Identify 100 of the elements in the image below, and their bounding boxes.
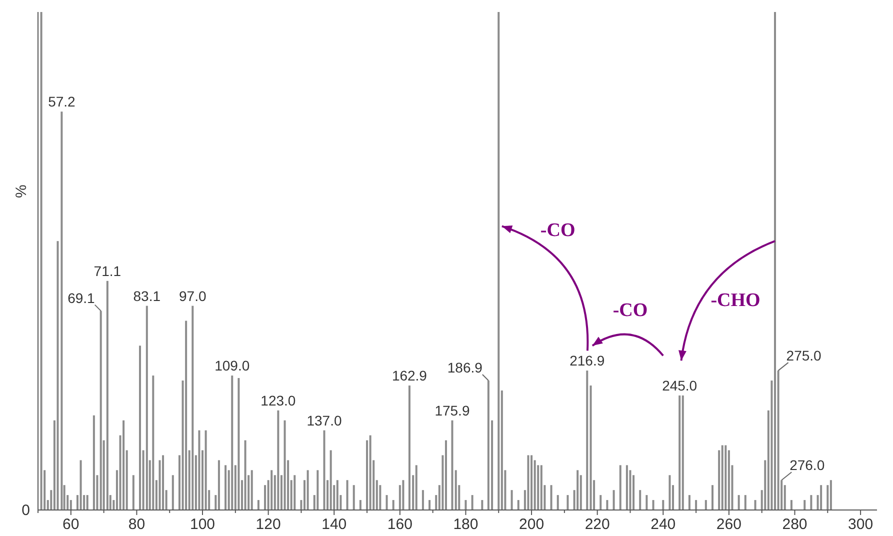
bar [566,495,569,510]
bar [80,460,82,510]
bar [306,470,309,510]
bar [646,495,648,510]
bar [454,470,457,510]
bar [185,320,188,510]
bar [204,430,207,510]
bar [662,500,664,510]
bar [238,378,240,510]
annotation: 216.9 [570,352,605,369]
annotation: 69.1 [68,290,96,306]
bar [231,376,234,510]
bar [359,500,362,510]
bar [257,500,260,510]
bar [106,280,108,510]
x-tick-label: 260 [716,516,742,533]
bar [386,495,388,510]
annotation: 97.0 [179,288,206,304]
bar [721,445,724,510]
bar [146,306,148,510]
bar [678,395,681,510]
bar [172,475,174,510]
annotation: 186.9 [447,360,483,376]
bar [428,500,431,510]
bar [152,376,154,510]
bar [352,485,355,510]
bar [224,465,227,510]
bar [804,500,806,510]
bar [408,386,410,510]
x-tick-label: 100 [190,516,216,533]
annotation: 83.1 [133,288,161,304]
x-tick-label: 140 [322,516,347,533]
annotation: 276.0 [790,457,825,474]
bar [316,470,319,510]
bar [346,480,348,510]
x-tick-label: 200 [519,516,544,533]
bar [590,386,592,510]
bar [192,306,194,510]
bar [451,420,454,510]
bar [540,465,542,510]
bar [517,500,520,510]
bar [711,485,714,510]
x-tick-label: 180 [453,516,478,533]
x-tick-label: 300 [848,516,874,533]
bar [162,455,164,510]
annotation: -CHO [710,290,760,311]
bar [704,500,707,510]
bar [576,470,579,510]
bar [527,455,530,510]
bar [790,500,792,510]
bar [481,500,484,510]
bar [198,430,200,510]
bar [556,495,559,510]
x-tick-label: 120 [256,516,281,533]
bar [250,470,253,510]
bar [498,12,500,510]
bar [550,485,552,510]
bar [606,500,608,510]
bar [600,495,602,510]
annotation: -CO [612,300,648,321]
annotation: -CO [540,220,576,242]
bar [100,310,102,510]
bar [284,420,286,510]
annotation: 175.9 [434,402,470,418]
bar [270,470,273,510]
x-tick-label: 160 [387,516,412,533]
bar [218,460,220,510]
bar [122,420,125,510]
bar [830,480,832,510]
x-tick-label: 80 [128,516,146,533]
bar [724,445,727,510]
annotation: 137.0 [306,412,342,428]
bar [586,370,588,510]
bar [138,346,141,510]
bar [244,440,246,510]
bar [754,500,756,510]
annotation: 0 [22,502,30,519]
bar [40,12,42,510]
annotation: 275.0 [786,348,822,364]
bar [464,500,467,510]
bar [738,495,740,510]
bar [323,430,326,510]
bar [668,475,671,510]
bar [392,500,394,510]
bar [402,480,404,510]
bar [774,12,776,510]
bar [682,395,684,510]
y-axis-title: % [13,184,30,198]
bar [277,410,280,510]
bar [56,241,59,510]
bar [471,495,474,510]
bar [530,455,533,510]
bar [487,380,490,510]
x-tick-label: 280 [782,516,808,533]
annotation: 57.2 [48,94,76,110]
bar [820,485,822,510]
bar [619,465,622,510]
bar [695,500,698,510]
bar [86,495,88,510]
bar [652,500,654,510]
